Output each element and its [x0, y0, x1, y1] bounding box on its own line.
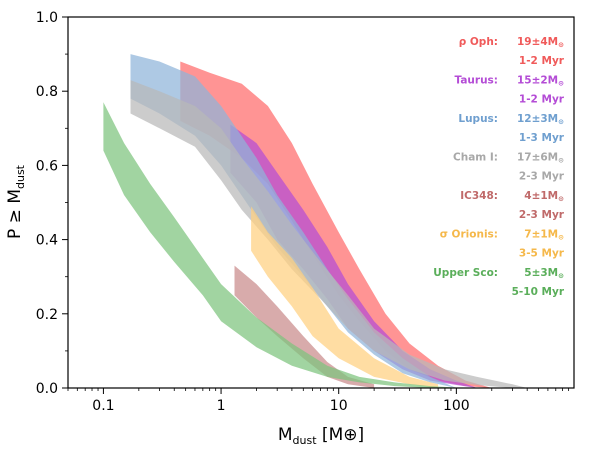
- series-band-4: [234, 265, 375, 388]
- legend-median: 5±3M⊙: [524, 267, 564, 280]
- legend-series-name: Taurus:: [455, 75, 498, 87]
- y-tick-label: 0.4: [36, 233, 58, 249]
- y-tick-label: 0.8: [36, 84, 58, 100]
- y-tick-label: 0.6: [36, 158, 58, 174]
- y-tick-label: 0.2: [36, 307, 58, 323]
- series-band-5: [251, 206, 439, 388]
- legend-series-name: ρ Oph:: [459, 36, 498, 48]
- legend-series-name: Upper Sco:: [433, 267, 498, 279]
- legend-median: 15±2M⊙: [517, 75, 564, 88]
- legend-age: 1-2 Myr: [519, 94, 565, 106]
- legend-median: 7±1M⊙: [524, 229, 564, 242]
- legend-series-name: σ Orionis:: [440, 229, 498, 241]
- x-tick-label: 10: [330, 398, 348, 414]
- x-tick-label: 100: [443, 398, 470, 414]
- legend-age: 3-5 Myr: [519, 248, 565, 260]
- legend-median: 4±1M⊙: [524, 190, 564, 203]
- series-bands: [103, 54, 528, 389]
- series-band-3: [130, 80, 528, 388]
- legend-series-name: IC348:: [460, 190, 498, 202]
- legend-age: 2-3 Myr: [519, 171, 565, 183]
- legend-age: 2-3 Myr: [519, 209, 565, 221]
- legend-median: 12±3M⊙: [517, 113, 564, 126]
- x-tick-label: 1: [217, 398, 226, 414]
- y-tick-label: 0.0: [36, 381, 58, 397]
- y-tick-label: 1.0: [36, 10, 58, 26]
- legend-age: 1-3 Myr: [519, 132, 565, 144]
- legend-series-name: Cham I:: [453, 152, 498, 164]
- x-axis-title: Mdust [M⊕]: [278, 425, 364, 447]
- series-band-1: [230, 124, 478, 388]
- legend-age: 5-10 Myr: [512, 286, 565, 298]
- axis-ticks: 0.1 1 10 100 0.0 0.2 0.4 0.6 0.8 1.0: [36, 10, 570, 414]
- x-tick-label: 0.1: [92, 398, 114, 414]
- series-band-6: [103, 102, 466, 389]
- legend-median: 19±4M⊙: [517, 36, 564, 49]
- y-axis-title: P ≥ Mdust: [5, 164, 27, 239]
- legend-series-name: Lupus:: [458, 113, 498, 125]
- series-band-0: [180, 61, 492, 388]
- legend-median: 17±6M⊙: [517, 152, 564, 165]
- legend: ρ Oph: 19±4M⊙ 1-2 Myr Taurus: 15±2M⊙ 1-2 Myr L…: [433, 36, 565, 298]
- legend-age: 1-2 Myr: [519, 55, 565, 67]
